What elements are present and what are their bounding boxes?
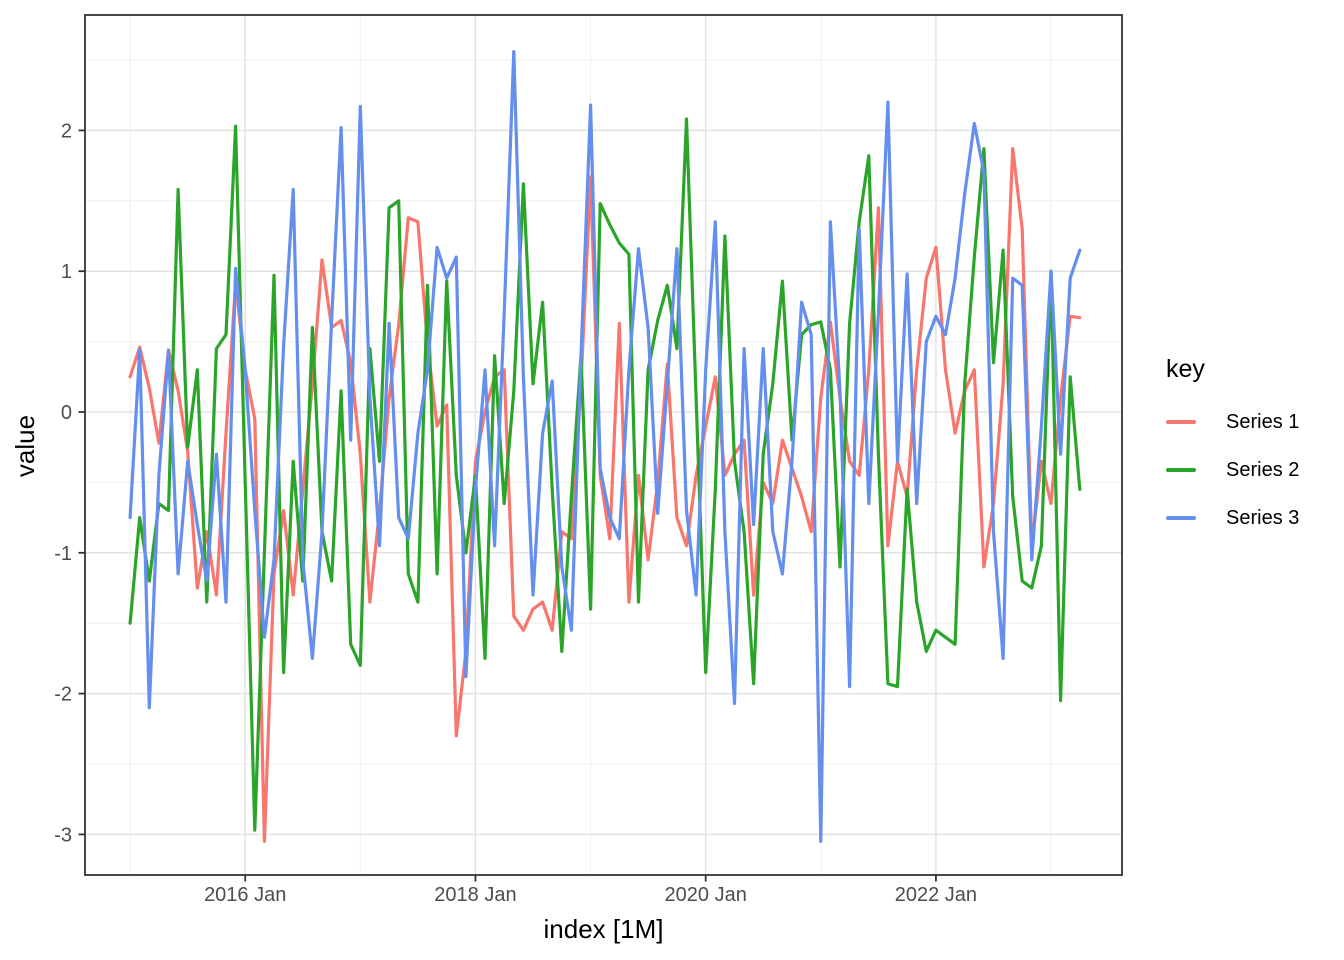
panel-border <box>84 14 1123 876</box>
legend-title: key <box>1166 355 1205 383</box>
series-line-3 <box>128 49 1082 844</box>
legend-key-line <box>1166 420 1196 424</box>
x-axis-title: index [1M] <box>543 914 664 944</box>
legend-entry: Series 3 <box>1166 494 1299 542</box>
series-lines <box>128 49 1082 844</box>
y-tick-label: 0 <box>61 402 72 424</box>
y-tick-label: -2 <box>54 684 72 706</box>
series-line-2 <box>128 117 1082 832</box>
legend-entry-label: Series 3 <box>1226 506 1300 529</box>
grid-major <box>85 15 1122 875</box>
legend-entry: Series 1 <box>1166 398 1299 446</box>
x-tick-label: 2018 Jan <box>434 884 516 906</box>
y-tick-label: 2 <box>61 120 72 142</box>
x-tick-label: 2016 Jan <box>204 884 286 906</box>
legend-key-line <box>1166 468 1196 472</box>
x-tick-label: 2022 Jan <box>895 884 977 906</box>
axis-ticks <box>78 129 937 882</box>
grid-minor <box>85 15 1122 875</box>
legend-entry-label: Series 2 <box>1226 458 1300 481</box>
legend-entry-label: Series 1 <box>1226 410 1300 433</box>
tick-labels: 2016 Jan 2018 Jan 2020 Jan 2022 Jan 2 1 0 -1 -2 -… <box>54 120 977 906</box>
y-tick-label: -1 <box>54 543 72 565</box>
legend-entry: Series 2 <box>1166 446 1299 494</box>
x-tick-label: 2020 Jan <box>665 884 747 906</box>
legend-entries: Series 1 Series 2 Series 3 <box>1166 398 1299 542</box>
legend-key-line <box>1166 516 1196 520</box>
y-tick-label: 1 <box>61 261 72 283</box>
y-axis-title: value <box>10 414 40 478</box>
y-tick-label: -3 <box>54 824 72 846</box>
legend: key Series 1 Series 2 Series 3 <box>1166 352 1299 542</box>
